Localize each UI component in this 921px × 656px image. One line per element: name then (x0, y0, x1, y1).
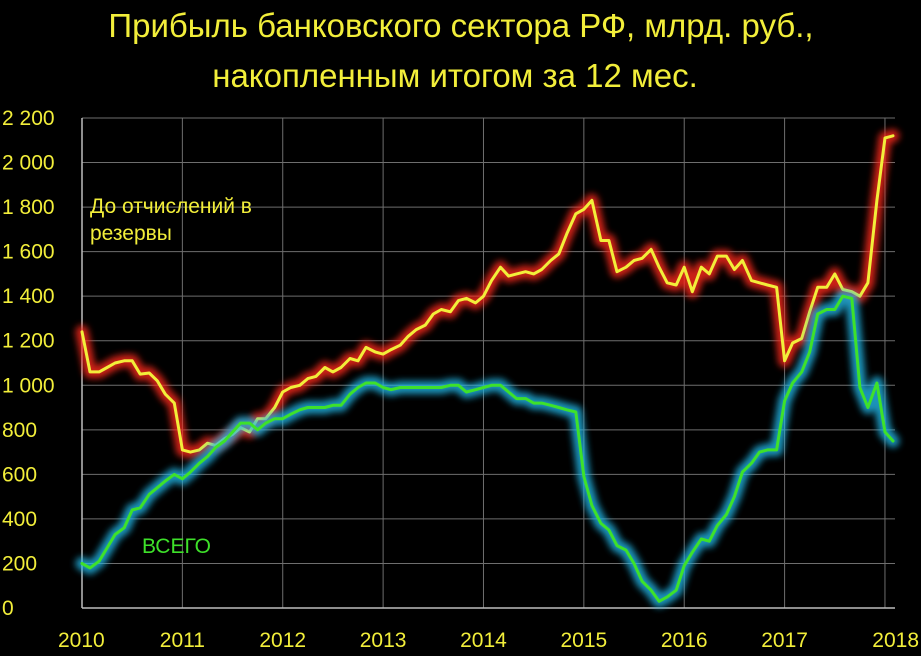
y-tick-label: 1 400 (2, 285, 55, 308)
x-tick-label: 2011 (160, 629, 205, 652)
x-tick-label: 2017 (761, 629, 808, 652)
x-tick-label: 2012 (259, 629, 306, 652)
y-tick-label: 0 (2, 597, 14, 620)
x-tick-label: 2013 (360, 629, 407, 652)
y-tick-label: 800 (2, 419, 37, 442)
y-tick-label: 2 000 (2, 152, 55, 175)
y-tick-label: 400 (2, 508, 37, 531)
x-tick-label: 2014 (460, 629, 507, 652)
x-tick-labels: 2010 2011 2012 2013 2014 2015 2016 2017 2018 (58, 629, 919, 652)
y-tick-label: 600 (2, 463, 37, 486)
series-layer (75, 129, 900, 608)
x-tick-label: 2010 (58, 629, 105, 652)
y-tick-label: 2 200 (2, 107, 55, 130)
y-tick-label: 1 800 (2, 196, 55, 219)
chart-title: Прибыль банковского сектора РФ, млрд. ру… (108, 7, 813, 44)
annotation-before-reserves-line1: До отчислений в (90, 195, 252, 218)
y-tick-label: 1 200 (2, 330, 55, 353)
y-tick-label: 1 000 (2, 374, 55, 397)
chart-subtitle: накопленным итогом за 12 мес. (212, 57, 698, 94)
series-before-reserves-glow (75, 129, 900, 459)
x-tick-label: 2018 (872, 629, 919, 652)
y-tick-label: 200 (2, 552, 37, 575)
y-tick-label: 1 600 (2, 241, 55, 264)
x-tick-label: 2016 (661, 629, 708, 652)
y-tick-labels: 0 200 400 600 800 1 000 1 200 1 400 1 600 1 800 2 … (2, 107, 55, 620)
series-total-line (80, 294, 895, 603)
annotation-before-reserves-line2: резервы (90, 222, 172, 245)
x-tick-label: 2015 (560, 629, 607, 652)
annotation-total: ВСЕГО (142, 535, 211, 558)
